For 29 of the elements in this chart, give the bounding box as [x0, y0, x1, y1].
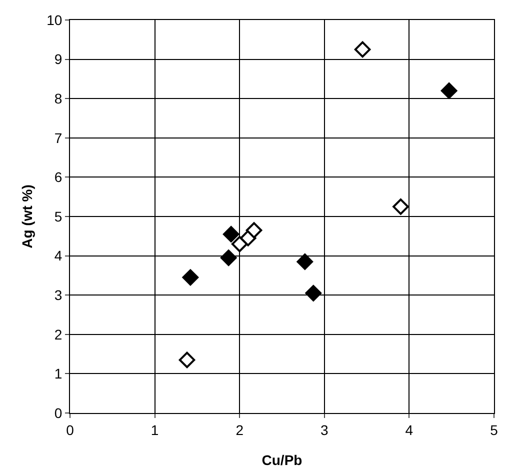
point [246, 222, 262, 238]
x-axis-title: Cu/Pb [262, 452, 302, 468]
point [222, 226, 240, 242]
x-tick-label: 3 [320, 422, 328, 438]
y-tick-label: 10 [46, 12, 62, 28]
point [182, 269, 199, 286]
point [296, 254, 314, 270]
y-tick-label: 1 [54, 366, 62, 382]
y-axis-title: Ag (wt %) [19, 184, 35, 248]
x-tick-label: 5 [490, 422, 498, 438]
x-tick-label: 2 [236, 422, 244, 438]
y-tick-label: 0 [54, 404, 62, 421]
point [354, 41, 371, 58]
y-tick-label: 4 [54, 248, 62, 264]
point [440, 82, 458, 99]
y-tick-label: 5 [54, 208, 62, 224]
x-tick-label: 0 [66, 422, 74, 438]
point [178, 352, 196, 368]
y-tick-label: 6 [54, 169, 62, 186]
point [305, 284, 322, 302]
x-tick-label: 4 [405, 422, 414, 438]
x-tick-label: 1 [150, 422, 159, 438]
point [220, 250, 237, 266]
y-tick-label: 2 [54, 326, 62, 342]
y-tick-label: 3 [54, 287, 62, 303]
y-tick-label: 7 [54, 130, 62, 146]
y-tick-label: 8 [54, 90, 62, 106]
y-tick-label: 9 [54, 51, 62, 68]
point [392, 198, 409, 215]
